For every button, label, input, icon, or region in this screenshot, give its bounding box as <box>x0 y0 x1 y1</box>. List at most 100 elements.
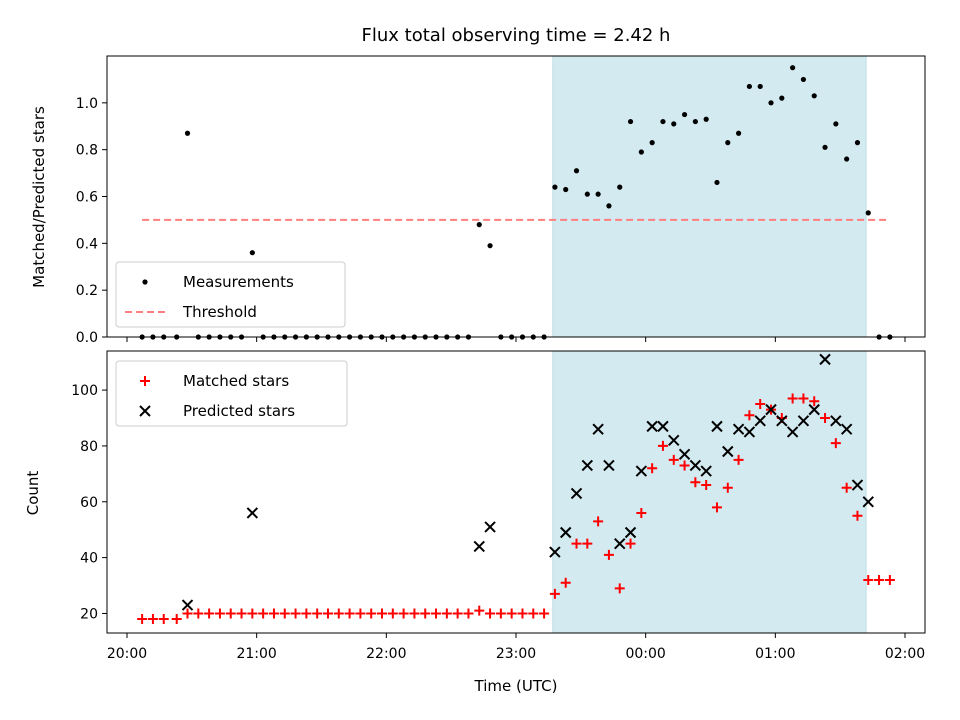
measurements-point <box>746 83 753 90</box>
matched-stars-point <box>333 608 344 619</box>
x-tick-label: 20:00 <box>107 646 147 662</box>
legend-label: Matched stars <box>183 372 289 390</box>
matched-stars-point <box>830 438 841 449</box>
measurements-point <box>800 76 807 83</box>
legend-swatch <box>140 376 150 386</box>
matched-stars-point <box>193 608 204 619</box>
matched-stars-point <box>679 460 690 471</box>
predicted-stars-point <box>840 423 853 435</box>
matched-stars-point <box>474 605 485 616</box>
matched-stars-point <box>668 454 679 465</box>
predicted-stars-point <box>786 426 799 438</box>
predicted-stars-point <box>776 415 788 427</box>
matched-stars-point <box>247 608 258 619</box>
matched-stars-point <box>279 608 290 619</box>
predicted-stars-point <box>603 459 615 472</box>
measurements-point <box>584 191 590 197</box>
measurements-point <box>184 130 191 136</box>
matched-stars-point <box>137 614 148 625</box>
x-tick-label: 02:00 <box>885 646 925 662</box>
matched-stars-point <box>625 538 636 549</box>
bottom-axes: 20 40 60 80 100 20:00 21:00 22:00 23:00 00:00 01:0… <box>71 350 926 662</box>
matched-stars-point <box>852 510 863 521</box>
observing-span <box>552 55 867 338</box>
predicted-stars-point <box>592 423 604 435</box>
matched-stars-point <box>874 574 885 585</box>
predicted-stars-point <box>473 540 485 553</box>
measurements-point <box>833 121 839 127</box>
predicted-stars-point <box>668 434 680 447</box>
predicted-stars-point <box>549 546 561 558</box>
x-tick-label: 00:00 <box>625 646 665 662</box>
matched-stars-point <box>171 614 182 625</box>
matched-stars-point <box>884 574 895 585</box>
matched-stars-point <box>355 608 366 619</box>
matched-stars-point <box>798 393 809 404</box>
matched-stars-point <box>755 399 766 410</box>
measurements-point <box>563 186 569 193</box>
predicted-stars-point <box>646 420 658 433</box>
x-tick-label: 01:00 <box>755 646 795 662</box>
y-tick-label: 0.2 <box>76 283 98 299</box>
measurements-point <box>660 118 666 125</box>
measurements-point <box>714 179 720 186</box>
matched-stars-point <box>539 608 550 619</box>
measurements-point <box>487 243 493 249</box>
measurements-point <box>703 116 709 122</box>
measurements-point <box>617 184 623 190</box>
x-tick-label: 21:00 <box>236 646 276 662</box>
matched-stars-point <box>463 608 474 619</box>
matched-stars-point <box>711 502 722 513</box>
matched-stars-point <box>614 583 625 594</box>
predicted-stars-point <box>181 599 194 611</box>
matched-stars-point <box>820 413 831 424</box>
legend <box>115 261 346 328</box>
matched-stars-point <box>647 463 658 474</box>
measurements-point <box>854 140 861 146</box>
predicted-stars-point <box>732 423 745 435</box>
y-tick-label: 80 <box>80 439 98 455</box>
predicted-stars-point <box>657 420 669 433</box>
measurements-point <box>649 140 655 146</box>
matched-stars-point <box>441 608 452 619</box>
measurements-point <box>844 156 850 162</box>
measurements-point <box>681 111 688 118</box>
measurements-point <box>811 93 817 99</box>
matched-stars-point <box>690 477 701 488</box>
predicted-stars-point <box>862 496 874 508</box>
matched-stars-point <box>744 410 755 421</box>
matched-stars-point <box>593 516 604 527</box>
matched-stars-point <box>485 608 496 619</box>
matched-stars-point <box>841 482 852 493</box>
predicted-stars-point <box>614 537 626 550</box>
measurements-point <box>573 168 580 174</box>
predicted-stars-point <box>484 521 496 533</box>
matched-stars-point <box>322 608 333 619</box>
matched-stars-point <box>214 608 225 619</box>
matched-stars-point <box>787 393 798 404</box>
matched-stars-point <box>158 614 169 625</box>
legend-label: Predicted stars <box>183 402 295 420</box>
legend-swatch <box>139 405 151 417</box>
matched-stars-point <box>236 608 247 619</box>
predicted-stars-point <box>808 403 820 416</box>
chart-title: Flux total observing time = 2.42 h <box>362 25 671 46</box>
measurements-point <box>638 149 644 155</box>
measurements-point <box>865 210 871 216</box>
matched-stars-point <box>312 608 323 619</box>
legend <box>115 360 348 427</box>
y-tick-label: 0.8 <box>76 143 98 159</box>
matched-stars-point <box>549 588 560 599</box>
predicted-stars-point <box>570 487 583 500</box>
legend-label: Threshold <box>182 303 257 321</box>
measurements-point <box>768 100 774 106</box>
matched-stars-point <box>420 608 431 619</box>
predicted-stars-point <box>624 526 637 539</box>
predicted-stars-point <box>830 415 842 427</box>
y-tick-label: 0.6 <box>76 190 98 206</box>
matched-stars-point <box>863 574 874 585</box>
matched-stars-point <box>506 608 517 619</box>
matched-stars-point <box>571 538 582 549</box>
matched-stars-point <box>258 608 269 619</box>
predicted-stars-point <box>700 465 712 477</box>
